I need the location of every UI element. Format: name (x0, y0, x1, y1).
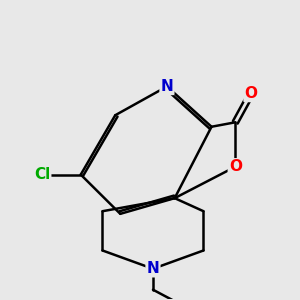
Text: Cl: Cl (34, 167, 50, 182)
Text: O: O (244, 86, 258, 101)
Text: O: O (229, 159, 242, 174)
Text: N: N (160, 79, 173, 94)
Text: N: N (147, 261, 159, 276)
